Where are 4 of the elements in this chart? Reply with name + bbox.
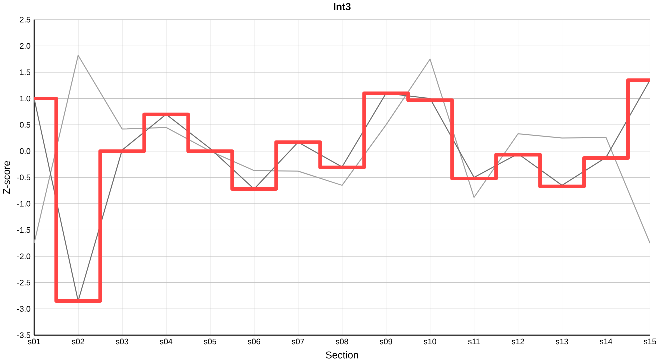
y-axis-title: Z-score <box>3 161 10 194</box>
line-series <box>34 55 650 244</box>
chart-title: Int3 <box>334 3 351 10</box>
x-axis-title: Section <box>326 351 358 359</box>
